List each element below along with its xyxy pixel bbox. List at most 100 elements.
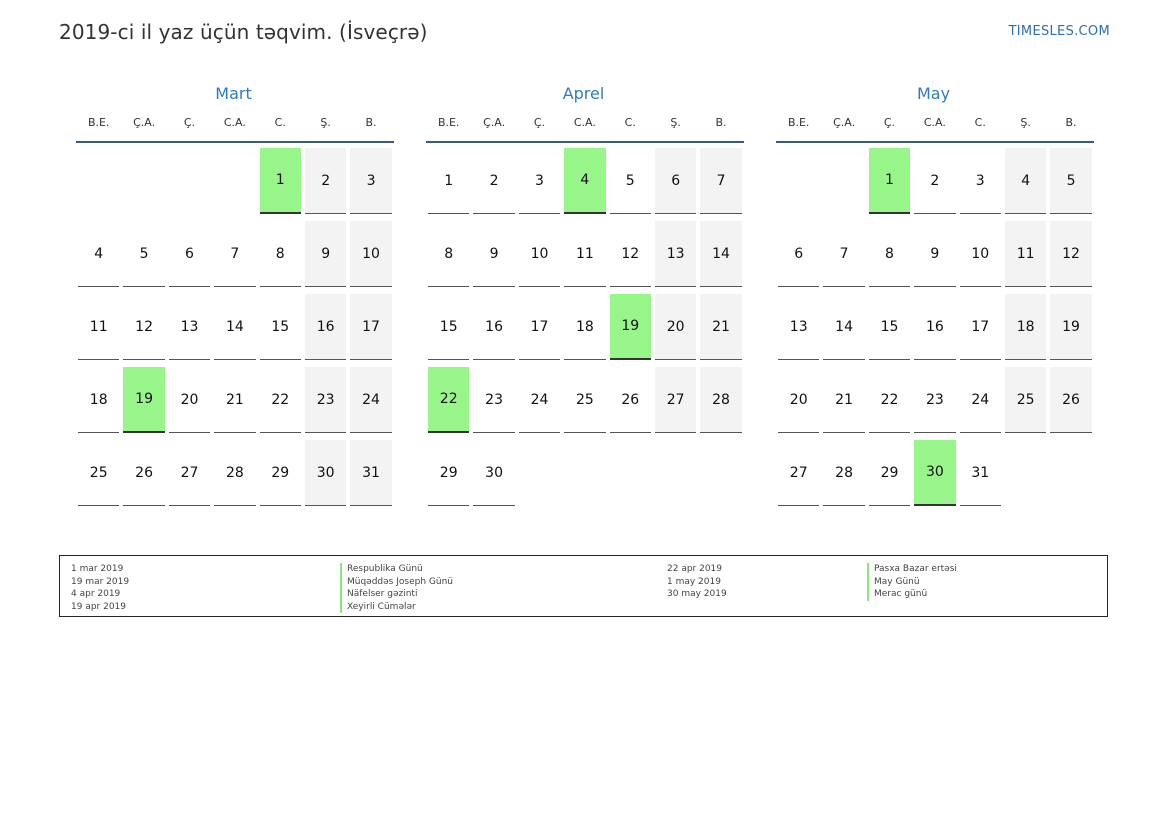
legend-holiday-name: Müqəddəs Joseph Günü xyxy=(340,575,453,588)
day-cell: 8 xyxy=(868,221,911,287)
day-cell: 30 xyxy=(473,440,515,506)
day-cell: 30 xyxy=(304,440,347,506)
day-grid: 1 2 3 4 5 6 7 8 9 10 11 12 13 14 15 16 17 18 19 20 21 22 23 24 2… xyxy=(426,148,744,513)
weekday-label: Ş. xyxy=(320,116,331,129)
day-cell: 2 xyxy=(914,148,956,214)
day-cell: 9 xyxy=(914,221,956,287)
weekday-label: C. xyxy=(274,116,286,129)
weekday-label: Ş. xyxy=(670,116,681,129)
day-cell: 23 xyxy=(473,367,515,433)
weekday-header: B.E. Ç.A. Ç. C.A. C. Ş. B. xyxy=(76,114,394,143)
day-cell: 6 xyxy=(168,221,211,287)
day-cell: 17 xyxy=(350,294,392,360)
day-cell: 2 xyxy=(473,148,515,214)
legend-names-left: Respublika Günü Müqəddəs Joseph Günü Näf… xyxy=(340,563,453,613)
holiday-legend: 1 mar 2019 19 mar 2019 4 apr 2019 19 apr… xyxy=(59,555,1108,617)
weekday-header: B.E. Ç.A. Ç. C.A. C. Ş. B. xyxy=(776,114,1094,143)
day-cell: 17 xyxy=(518,294,561,360)
legend-date: 4 apr 2019 xyxy=(71,589,121,599)
holiday-day-cell: 4 xyxy=(564,148,606,214)
day-cell: 27 xyxy=(778,440,820,506)
day-cell: 24 xyxy=(959,367,1001,433)
day-cell: 13 xyxy=(778,294,820,360)
month-name: May xyxy=(916,84,951,103)
weekday-label: Ç. xyxy=(183,116,196,129)
day-cell: 28 xyxy=(700,367,742,433)
day-cell: 20 xyxy=(168,367,211,433)
month-name: Aprel xyxy=(562,84,605,103)
holiday-day-cell: 22 xyxy=(428,367,470,433)
day-cell: 13 xyxy=(654,221,697,287)
month-name: Mart xyxy=(215,84,252,103)
day-cell: 12 xyxy=(609,221,651,287)
legend-holiday-name: Näfelser gəzinti xyxy=(340,588,453,601)
empty-day-cell xyxy=(169,148,210,214)
empty-day-cell xyxy=(123,148,164,214)
day-cell: 28 xyxy=(214,440,256,506)
day-cell: 27 xyxy=(654,367,697,433)
holiday-day-cell: 19 xyxy=(123,367,165,433)
day-cell: 14 xyxy=(823,294,865,360)
weekday-label: C. xyxy=(624,116,636,129)
day-cell: 16 xyxy=(914,294,956,360)
day-cell: 26 xyxy=(123,440,165,506)
weekday-label: C.A. xyxy=(573,116,596,129)
legend-date: 19 mar 2019 xyxy=(71,576,130,587)
weekday-label: B. xyxy=(365,116,377,129)
day-cell: 25 xyxy=(78,440,120,506)
day-cell: 15 xyxy=(868,294,911,360)
day-cell: 24 xyxy=(350,367,392,433)
day-cell: 29 xyxy=(259,440,301,506)
day-cell: 5 xyxy=(609,148,651,214)
weekday-label: Ç.A. xyxy=(483,116,506,129)
day-cell: 5 xyxy=(123,221,165,287)
day-cell: 6 xyxy=(778,221,820,287)
day-cell: 25 xyxy=(1004,367,1047,433)
day-cell: 3 xyxy=(518,148,561,214)
day-cell: 8 xyxy=(259,221,301,287)
site-link[interactable]: TIMESLES.COM xyxy=(1008,24,1110,39)
day-cell: 1 xyxy=(428,148,470,214)
weekday-label: B. xyxy=(715,116,727,129)
day-cell: 20 xyxy=(654,294,697,360)
day-cell: 15 xyxy=(259,294,301,360)
weekday-label: Ş. xyxy=(1020,116,1031,129)
weekday-label: Ç.A. xyxy=(833,116,856,129)
day-cell: 4 xyxy=(78,221,120,287)
weekday-label: C. xyxy=(974,116,986,129)
day-cell: 7 xyxy=(700,148,742,214)
day-cell: 18 xyxy=(1004,294,1047,360)
legend-date: 22 apr 2019 xyxy=(667,564,723,574)
empty-day-cell xyxy=(823,148,864,214)
day-cell: 4 xyxy=(1004,148,1047,214)
weekday-label: B.E. xyxy=(437,116,460,129)
day-cell: 31 xyxy=(350,440,392,506)
day-grid: 1 2 3 4 5 6 7 8 9 10 11 12 13 14 15 16 17 18 19 20 21 22 23 24 2… xyxy=(776,148,1094,513)
day-cell: 11 xyxy=(1004,221,1047,287)
legend-names-right: Pasxa Bazar ertəsi May Günü Merac günü xyxy=(867,563,957,601)
day-cell: 16 xyxy=(473,294,515,360)
empty-day-cell xyxy=(778,148,819,214)
day-cell: 17 xyxy=(959,294,1001,360)
day-cell: 2 xyxy=(304,148,347,214)
day-cell: 21 xyxy=(214,367,256,433)
legend-date: 1 mar 2019 xyxy=(71,564,124,574)
day-cell: 18 xyxy=(564,294,606,360)
day-cell: 3 xyxy=(959,148,1001,214)
day-grid: 1 2 3 4 5 6 7 8 9 10 11 12 13 14 15 16 17 18 19 20 21 22 23 24 2… xyxy=(76,148,394,513)
day-cell: 9 xyxy=(473,221,515,287)
page-title: 2019-ci il yaz üçün təqvim. (İsveçrə) xyxy=(59,20,428,44)
legend-date: 30 may 2019 xyxy=(667,589,727,599)
day-cell: 3 xyxy=(350,148,392,214)
weekday-label: Ç. xyxy=(883,116,896,129)
day-cell: 5 xyxy=(1050,148,1092,214)
day-cell: 22 xyxy=(259,367,301,433)
day-cell: 28 xyxy=(823,440,865,506)
day-cell: 10 xyxy=(518,221,561,287)
weekday-label: Ç.A. xyxy=(133,116,156,129)
day-cell: 11 xyxy=(78,294,120,360)
legend-holiday-name: Pasxa Bazar ertəsi xyxy=(867,563,957,576)
legend-dates-right: 22 apr 2019 1 may 2019 30 may 2019 xyxy=(667,563,727,601)
day-cell: 11 xyxy=(564,221,606,287)
day-cell: 8 xyxy=(428,221,470,287)
